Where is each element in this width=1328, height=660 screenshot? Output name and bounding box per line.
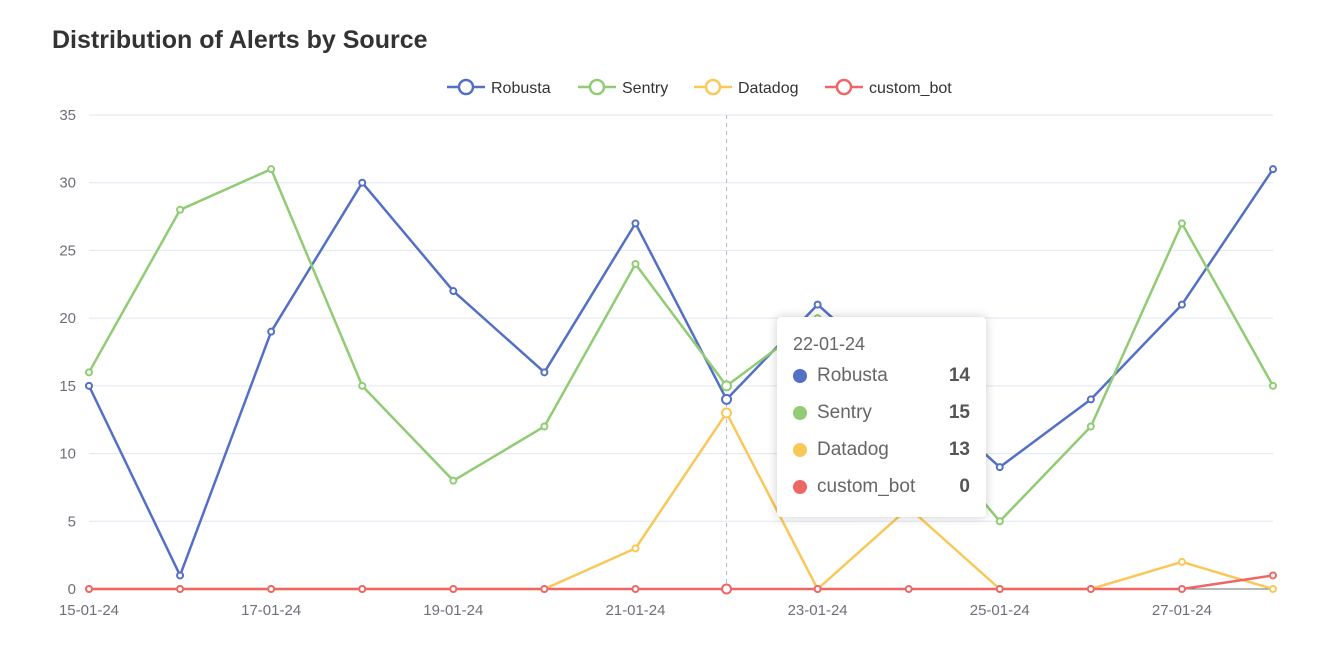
- y-tick-label: 15: [59, 378, 76, 395]
- x-tick-label: 23-01-24: [788, 602, 848, 619]
- x-tick-label: 17-01-24: [241, 602, 301, 619]
- data-point: [721, 583, 733, 595]
- data-point: [358, 381, 367, 390]
- data-point: [995, 585, 1004, 593]
- data-point: [85, 381, 93, 390]
- data-point: [1269, 585, 1277, 593]
- data-point: [631, 219, 640, 228]
- y-tick-label: 5: [68, 513, 76, 530]
- series-lines: [85, 165, 1277, 595]
- y-tick-label: 35: [59, 107, 76, 124]
- x-tick-label: 19-01-24: [423, 602, 483, 619]
- series-line-sentry: [87, 167, 1275, 523]
- custom-bot-color-dot: [793, 479, 807, 494]
- data-point: [631, 585, 640, 593]
- data-point: [904, 585, 913, 593]
- data-point: [721, 380, 733, 392]
- legend-item-sentry[interactable]: Sentry: [578, 78, 668, 97]
- x-tick-label: 27-01-24: [1152, 602, 1212, 619]
- tooltip-row-robusta: Robusta 14: [793, 357, 970, 394]
- data-point: [721, 393, 733, 405]
- data-point: [358, 585, 367, 593]
- tooltip-row-sentry: Sentry 15: [793, 394, 970, 431]
- data-point: [267, 327, 276, 336]
- tooltip-row-custom-bot: custom_bot 0: [793, 468, 970, 505]
- data-point: [1269, 165, 1277, 174]
- legend-label: Robusta: [491, 80, 551, 97]
- tooltip-series-name: Sentry: [817, 401, 872, 423]
- x-tick-label: 21-01-24: [605, 602, 665, 619]
- grid-lines: [89, 114, 1273, 589]
- data-point: [631, 259, 640, 268]
- tooltip: 22-01-24 Robusta 14 Sentry 15 Datadog 13…: [777, 317, 986, 517]
- data-point: [540, 422, 549, 431]
- sentry-color-dot: [793, 405, 807, 420]
- data-point: [540, 368, 549, 377]
- data-point: [1269, 571, 1277, 580]
- legend-label: Datadog: [738, 80, 799, 97]
- data-point: [995, 517, 1004, 526]
- data-point: [1177, 300, 1186, 309]
- data-point: [176, 571, 185, 580]
- y-tick-label: 25: [59, 242, 76, 259]
- data-point: [1086, 422, 1095, 431]
- tooltip-series-value: 13: [948, 438, 970, 460]
- tooltip-series-value: 0: [959, 475, 970, 497]
- data-point: [540, 585, 549, 593]
- data-point: [267, 165, 276, 174]
- data-point: [267, 585, 276, 593]
- y-tick-label: 20: [59, 310, 76, 327]
- data-point: [813, 300, 822, 309]
- legend-label: custom_bot: [869, 80, 952, 97]
- data-point: [85, 585, 93, 593]
- datadog-color-dot: [793, 442, 807, 457]
- data-point: [721, 407, 733, 419]
- robusta-color-dot: [793, 368, 807, 383]
- data-point: [1177, 585, 1186, 593]
- chart-title: Distribution of Alerts by Source: [52, 26, 428, 54]
- series-line-robusta: [87, 168, 1275, 577]
- legend-circle-icon: [835, 78, 853, 96]
- data-point: [85, 368, 93, 377]
- tooltip-series-name: Robusta: [817, 364, 888, 386]
- legend-item-custom-bot[interactable]: custom_bot: [825, 78, 952, 97]
- data-point: [176, 585, 185, 593]
- data-point: [813, 585, 822, 593]
- data-point: [1269, 381, 1277, 390]
- data-point: [358, 178, 367, 187]
- data-point: [1086, 395, 1095, 404]
- y-tick-label: 0: [68, 581, 76, 598]
- y-tick-label: 30: [59, 175, 76, 192]
- series-line-custom-bot: [89, 574, 1274, 591]
- tooltip-series-value: 14: [948, 364, 970, 386]
- tooltip-date: 22-01-24: [793, 334, 866, 354]
- y-tick-label: 10: [59, 446, 76, 463]
- data-point: [176, 205, 185, 214]
- data-point: [631, 544, 640, 553]
- legend-circle-icon: [704, 78, 722, 96]
- legend-label: Sentry: [622, 80, 668, 97]
- tooltip-series-name: Datadog: [817, 438, 889, 460]
- legend-item-datadog[interactable]: Datadog: [694, 78, 799, 97]
- legend-circle-icon: [588, 78, 606, 96]
- data-point: [449, 287, 458, 296]
- x-tick-label: 15-01-24: [59, 602, 119, 619]
- data-point: [449, 585, 458, 593]
- data-point: [1086, 585, 1095, 593]
- data-point: [1177, 557, 1186, 566]
- tooltip-row-datadog: Datadog 13: [793, 431, 970, 468]
- data-point: [449, 476, 458, 485]
- legend-item-robusta[interactable]: Robusta: [447, 78, 551, 97]
- tooltip-series-value: 15: [948, 401, 970, 423]
- legend[interactable]: Robusta Sentry Datadog custom_bot: [447, 78, 952, 97]
- tooltip-series-name: custom_bot: [817, 475, 916, 497]
- data-point: [995, 463, 1004, 472]
- series-line-datadog: [89, 411, 1274, 591]
- x-tick-label: 25-01-24: [970, 602, 1030, 619]
- legend-circle-icon: [457, 78, 475, 96]
- data-point: [1177, 219, 1186, 228]
